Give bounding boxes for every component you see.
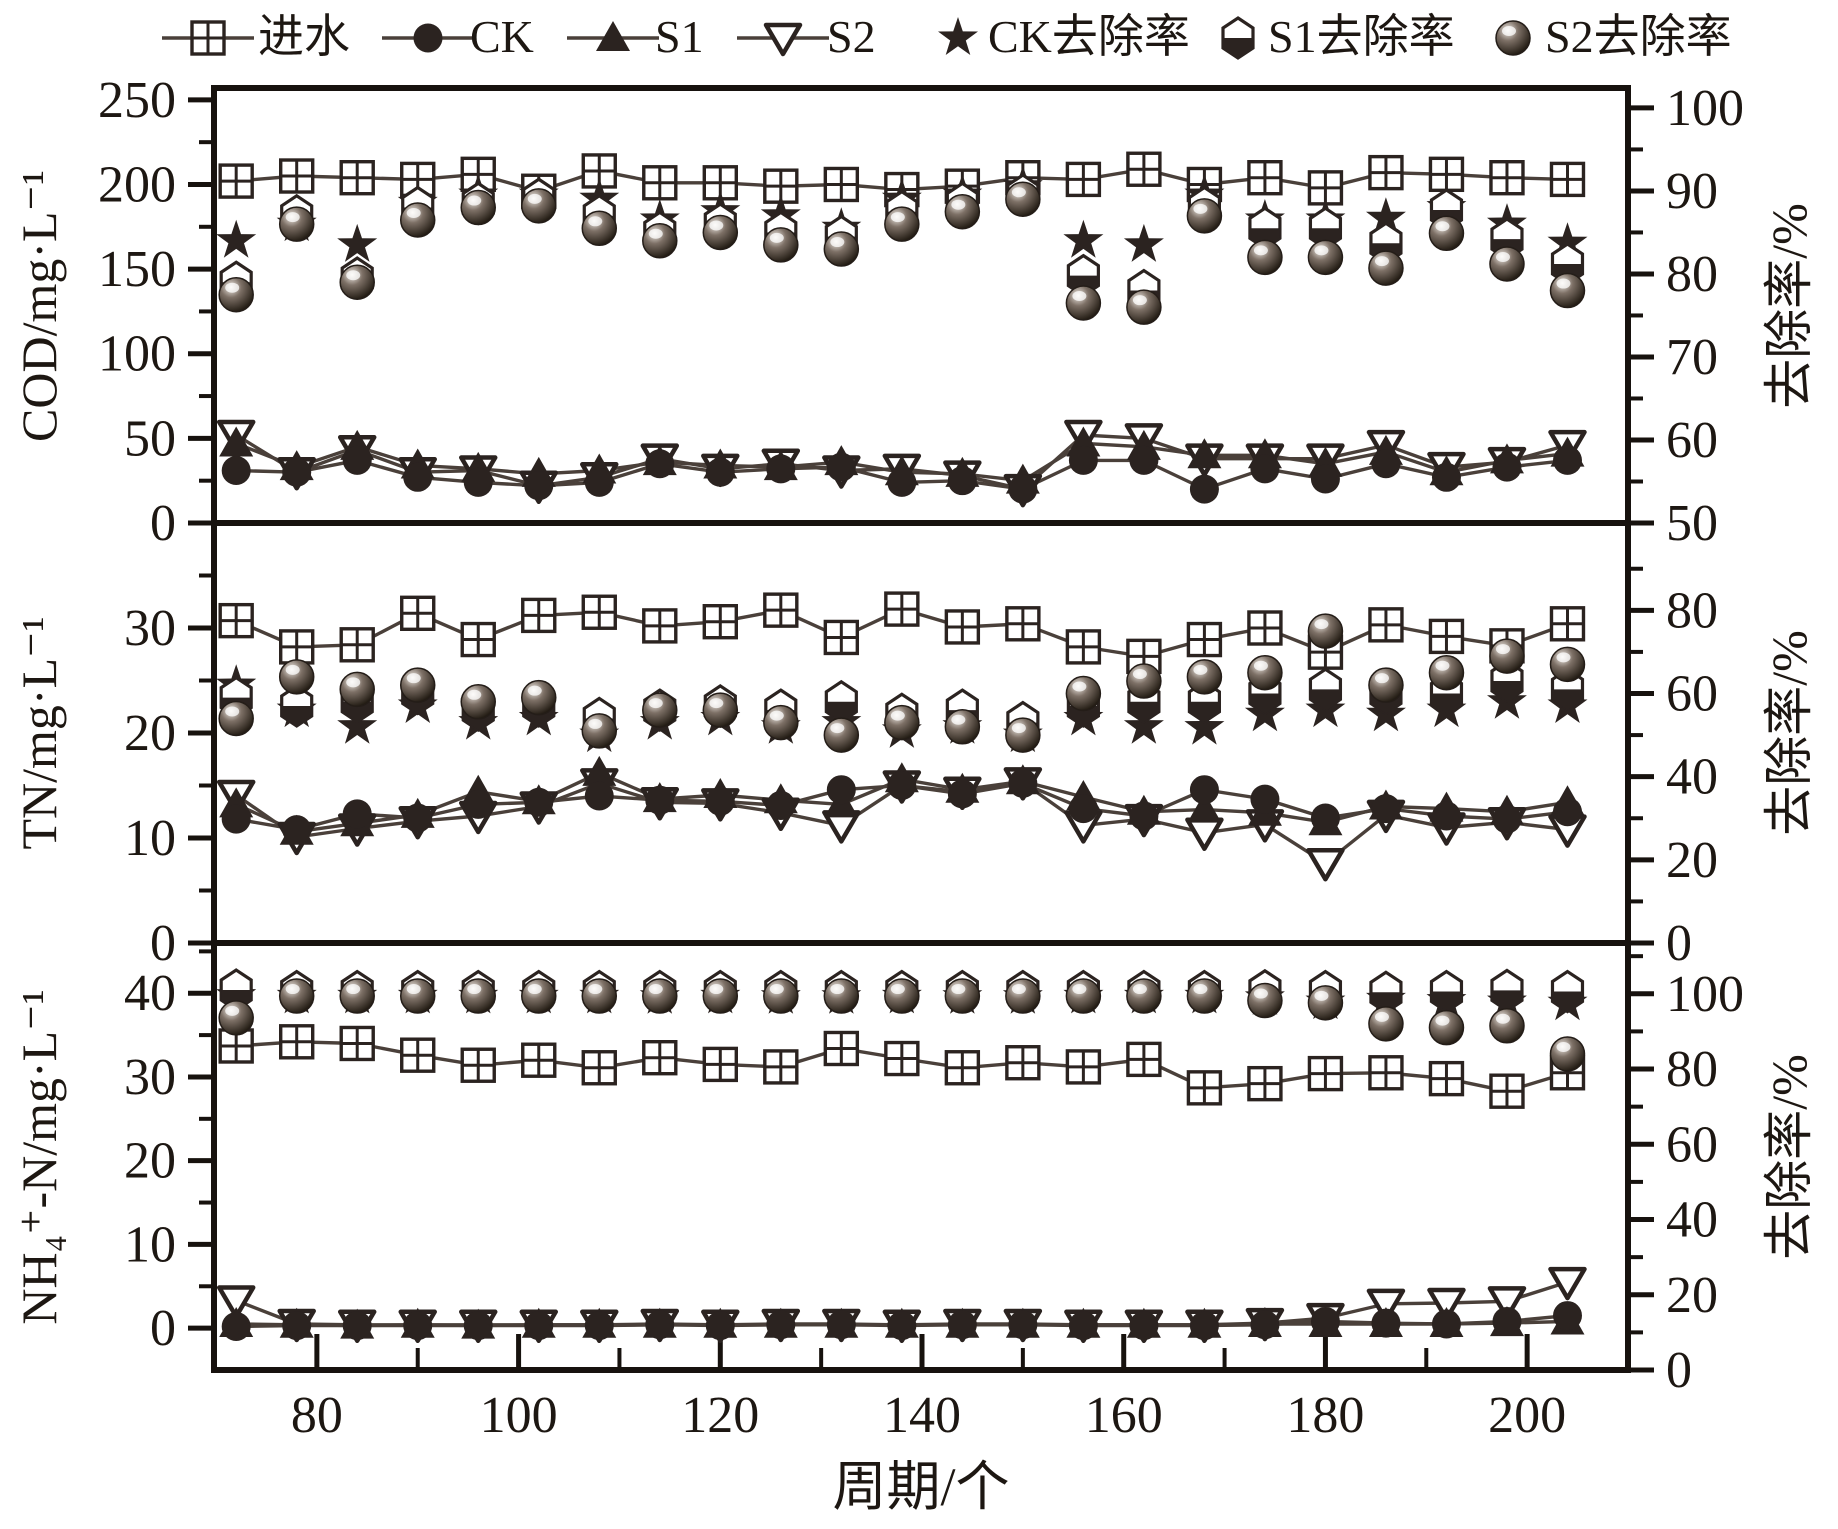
svg-text:60: 60	[1666, 665, 1718, 722]
svg-text:60: 60	[1666, 412, 1718, 469]
series-markers-tn-ck	[221, 768, 1582, 845]
legend-label-ck: CK	[470, 11, 534, 62]
svg-text:10: 10	[124, 1216, 176, 1273]
svg-text:100: 100	[480, 1387, 558, 1444]
series-markers-nh4-ck	[221, 1301, 1582, 1341]
x-axis-title: 周期/个	[832, 1457, 1009, 1517]
chart-legend: 进水 CK S1 S2 CK去除率 S1去除率 S2去除率	[162, 11, 1732, 62]
svg-text:100: 100	[1666, 966, 1744, 1023]
tn-axis-title: TN/mg·L⁻¹	[11, 616, 67, 849]
series-markers-cod-s1_rr	[219, 173, 1585, 313]
svg-text:0: 0	[1666, 915, 1692, 972]
svg-text:80: 80	[1666, 1041, 1718, 1098]
svg-text:30: 30	[124, 600, 176, 657]
svg-text:0: 0	[150, 915, 176, 972]
svg-text:0: 0	[150, 495, 176, 552]
svg-text:40: 40	[1666, 1192, 1718, 1249]
legend-label-s2-rr: S2去除率	[1545, 11, 1732, 62]
removal-axis-title-bottom: 去除率/%	[1761, 1054, 1817, 1260]
svg-text:40: 40	[1666, 749, 1718, 806]
svg-text:150: 150	[98, 241, 176, 298]
axis-titles: COD/mg·L⁻¹ TN/mg·L⁻¹ NH₄⁺-N/mg·L⁻¹ 去除率/%…	[11, 170, 1817, 1517]
svg-text:20: 20	[1666, 832, 1718, 889]
panel-nh4	[216, 968, 1588, 1344]
svg-text:70: 70	[1666, 329, 1718, 386]
svg-text:90: 90	[1666, 163, 1718, 220]
svg-text:100: 100	[98, 326, 176, 383]
svg-text:120: 120	[681, 1387, 759, 1444]
series-markers-cod-s2_rr	[218, 181, 1586, 325]
svg-text:80: 80	[1666, 246, 1718, 303]
svg-text:10: 10	[124, 810, 176, 867]
svg-text:80: 80	[291, 1387, 343, 1444]
svg-text:200: 200	[1488, 1387, 1566, 1444]
removal-axis-title-mid: 去除率/%	[1761, 630, 1817, 836]
svg-text:140: 140	[883, 1387, 961, 1444]
svg-text:200: 200	[98, 156, 176, 213]
svg-text:180: 180	[1286, 1387, 1364, 1444]
series-markers-nh4-s2_rr	[218, 978, 1586, 1072]
svg-text:50: 50	[124, 410, 176, 467]
svg-text:0: 0	[150, 1300, 176, 1357]
series-markers-cod-ck	[221, 445, 1582, 504]
removal-axis-title-top: 去除率/%	[1761, 203, 1817, 409]
nh4-axis-title: NH₄⁺-N/mg·L⁻¹	[11, 989, 67, 1324]
legend-label-influent: 进水	[258, 11, 350, 62]
series-markers-tn-s2_rr	[218, 613, 1586, 753]
legend-label-ck-rr: CK去除率	[988, 11, 1190, 62]
svg-text:80: 80	[1666, 582, 1718, 639]
series-markers-tn-influent	[218, 591, 1586, 675]
panel-cod	[216, 151, 1588, 508]
legend-label-s1-rr: S1去除率	[1268, 11, 1455, 62]
plot-area: 0501001502002505060708090100010203002040…	[98, 72, 1744, 1444]
svg-text:0: 0	[1666, 1342, 1692, 1399]
legend-label-s1: S1	[655, 11, 704, 62]
svg-text:20: 20	[124, 705, 176, 762]
svg-text:50: 50	[1666, 495, 1718, 552]
svg-text:60: 60	[1666, 1116, 1718, 1173]
series-markers-nh4-influent	[218, 1024, 1586, 1109]
axis-tick-labels: 0501001502002505060708090100010203002040…	[98, 72, 1744, 1444]
cod-axis-title: COD/mg·L⁻¹	[11, 170, 67, 442]
axis-ticks	[188, 97, 1654, 1373]
svg-text:100: 100	[1666, 80, 1744, 137]
legend-marker-icons	[162, 16, 1531, 60]
panel-tn	[216, 591, 1588, 882]
svg-text:160: 160	[1085, 1387, 1163, 1444]
svg-text:20: 20	[124, 1133, 176, 1190]
svg-text:40: 40	[124, 965, 176, 1022]
svg-text:20: 20	[1666, 1267, 1718, 1324]
svg-text:30: 30	[124, 1049, 176, 1106]
legend-label-s2: S2	[827, 11, 876, 62]
svg-text:250: 250	[98, 72, 176, 129]
